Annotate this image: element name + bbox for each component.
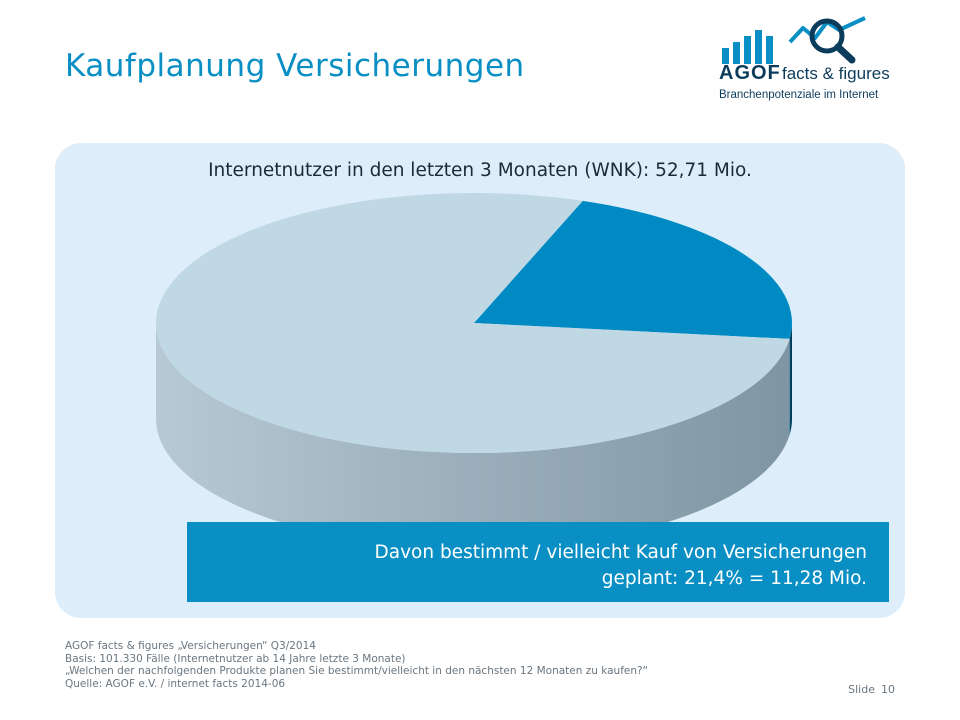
slide-number: Slide 10 <box>848 683 895 696</box>
pie-slice-side-1 <box>789 323 792 435</box>
slide-value: 10 <box>881 683 895 696</box>
logo-brand: AGOF <box>719 62 781 84</box>
agof-logo: AGOF facts & figures Branchenpotenziale … <box>715 12 900 107</box>
footer-line: „Welchen der nachfolgenden Produkte plan… <box>65 665 649 677</box>
chart-title: Internetnutzer in den letzten 3 Monaten … <box>208 160 752 181</box>
logo-tagline: facts & figures <box>782 64 890 83</box>
slide-label: Slide <box>848 683 875 696</box>
chart-magnifier-icon <box>722 16 866 64</box>
annotation-line-1: Davon bestimmt / vielleicht Kauf von Ver… <box>374 542 867 563</box>
footer-notes: AGOF facts & figures „Versicherungen“ Q3… <box>65 640 648 690</box>
footer-line: Basis: 101.330 Fälle (Internetnutzer ab … <box>65 652 406 665</box>
footer-line: AGOF facts & figures „Versicherungen“ Q3… <box>65 640 316 652</box>
footer-line: Quelle: AGOF e.V. / internet facts 2014-… <box>65 677 286 690</box>
pie-slice-2 <box>155 192 790 453</box>
logo-subline: Branchenpotenziale im Internet <box>719 89 879 101</box>
annotation-line-2: geplant: 21,4% = 11,28 Mio. <box>601 568 867 589</box>
pie-slice-side-2 <box>156 323 790 549</box>
chart-annotation: Davon bestimmt / vielleicht Kauf von Ver… <box>187 522 889 602</box>
page-title: Kaufplanung Versicherungen <box>65 48 525 84</box>
pie-slice-1 <box>474 200 792 339</box>
